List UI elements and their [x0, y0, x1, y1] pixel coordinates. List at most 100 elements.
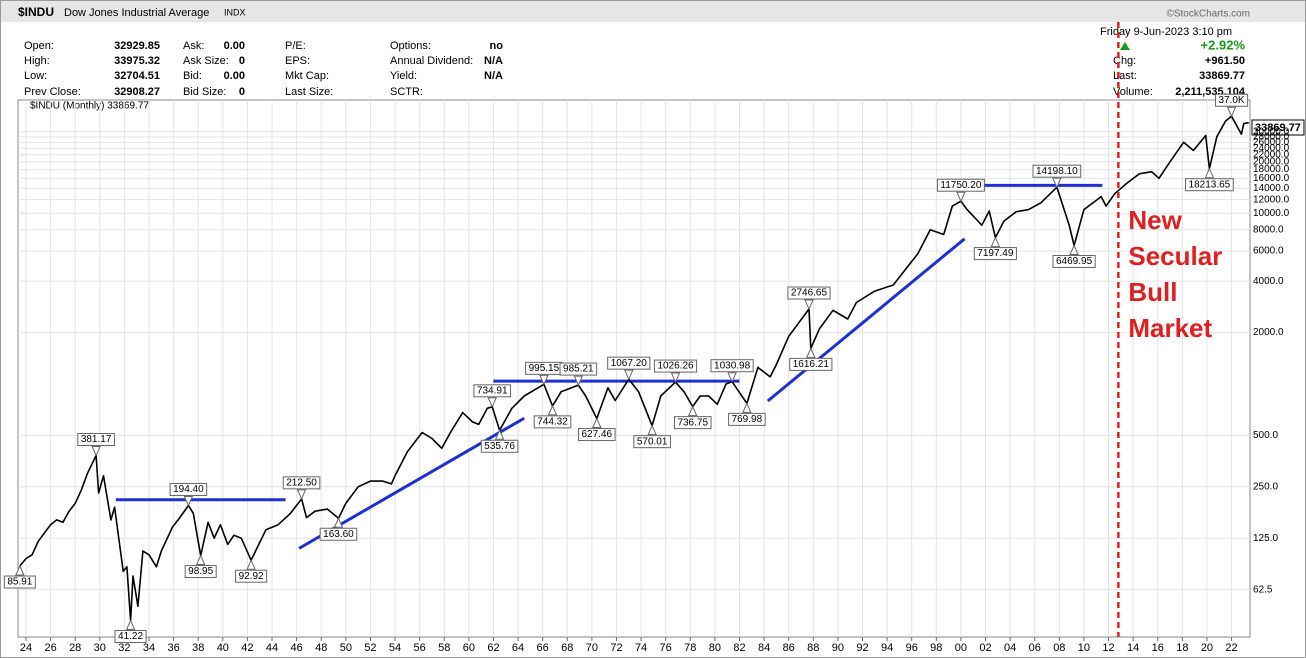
label-box	[653, 359, 698, 373]
y-tick-label: 6000.0	[1253, 246, 1284, 257]
label-box	[1214, 93, 1249, 107]
label-box	[169, 482, 208, 496]
price-label: 570.01	[637, 436, 668, 447]
label-pointer	[539, 374, 549, 386]
quote-value: no	[490, 40, 504, 52]
plot-area	[17, 99, 1251, 638]
last-tag-box	[1251, 119, 1305, 136]
label-pointer	[806, 347, 816, 358]
quote-label: Last:	[1113, 70, 1137, 82]
annotation: Market	[1128, 313, 1212, 343]
label-box	[936, 178, 985, 192]
quote-date: Friday 9-Jun-2023 3:10 pm	[1100, 26, 1232, 38]
label-pointer	[804, 299, 814, 311]
x-tick-label: 58	[438, 642, 450, 654]
label-box	[282, 476, 321, 490]
price-label: 6469.95	[1056, 256, 1093, 267]
label-box	[1185, 178, 1234, 192]
price-label: 1067.20	[611, 358, 648, 369]
x-tick-label: 84	[758, 642, 770, 654]
y-tick-label: 12000.0	[1253, 194, 1290, 205]
x-tick-label: 82	[733, 642, 745, 654]
x-tick-label: 28	[69, 642, 81, 654]
price-label: 736.75	[677, 417, 708, 428]
y-tick-label: 62.5	[1253, 584, 1273, 595]
x-tick-label: 60	[463, 642, 475, 654]
price-label: 769.98	[732, 414, 763, 425]
label-box	[710, 359, 754, 373]
label-pointer	[687, 405, 698, 417]
y-tick-label: 500.0	[1253, 430, 1278, 441]
label-pointer	[742, 402, 752, 413]
x-tick-label: 66	[537, 642, 549, 654]
label-box	[533, 415, 572, 429]
x-tick-label: 14	[1127, 642, 1139, 654]
y-tick-label: 22000.0	[1253, 149, 1290, 160]
price-label: 995.15	[529, 363, 560, 374]
label-box	[789, 357, 833, 371]
x-tick-label: 46	[291, 642, 303, 654]
price-label: 163.60	[323, 529, 354, 540]
quote-label: SCTR:	[390, 86, 423, 98]
quote-label: Volume:	[1113, 86, 1153, 98]
x-tick-label: 30	[94, 642, 106, 654]
y-tick-label: 14000.0	[1253, 183, 1290, 194]
up-arrow	[1120, 42, 1130, 50]
label-box	[480, 439, 519, 453]
y-tick-label: 4000.0	[1253, 276, 1284, 287]
y-tick-label: 18000.0	[1253, 164, 1290, 175]
annotation: Secular	[1128, 241, 1222, 271]
last-tag: 33869.77	[1255, 122, 1301, 134]
label-box	[973, 247, 1017, 261]
price-label: 37.0K	[1218, 95, 1244, 106]
price-label: 212.50	[286, 477, 317, 488]
quote-label: EPS:	[285, 55, 310, 67]
price-label: 11750.20	[940, 180, 981, 191]
label-pointer	[547, 404, 558, 416]
instrument-name: Dow Jones Industrial Average	[64, 7, 209, 19]
price-label: 85.91	[7, 577, 32, 588]
x-tick-label: 40	[217, 642, 229, 654]
x-tick-label: 12	[1102, 642, 1114, 654]
x-tick-label: 76	[660, 642, 672, 654]
quote-value: N/A	[484, 70, 503, 82]
quote-label: Bid Size:	[183, 86, 226, 98]
x-tick-label: 70	[586, 642, 598, 654]
annotation: Bull	[1128, 277, 1177, 307]
x-tick-label: 22	[1225, 642, 1237, 654]
label-pointer	[1204, 167, 1215, 179]
x-tick-label: 72	[610, 642, 622, 654]
quote-table: Open: 32929.85 High: 33975.32 Low: 32704.51 Pr…	[24, 40, 1246, 98]
quote-value: +961.50	[1205, 55, 1245, 67]
x-tick-label: 26	[44, 642, 56, 654]
price-label: 18213.65	[1189, 179, 1231, 190]
plot: 24 26 28 30 32 34 36 38 40 42 44 46 48 50 52 54 56 58 60 62…	[3, 22, 1290, 654]
x-tick-label: 68	[561, 642, 573, 654]
price-label: 734.91	[477, 385, 508, 396]
x-tick-label: 32	[118, 642, 130, 654]
quote-value: N/A	[484, 55, 503, 67]
quote-value: 32704.51	[114, 70, 160, 82]
y-tick-label: 8000.0	[1253, 224, 1284, 235]
price-label: 1026.26	[657, 361, 694, 372]
y-tick-label: 28000.0	[1253, 131, 1290, 142]
label-box	[319, 527, 358, 541]
quote-value: 0	[239, 86, 245, 98]
quote-label: Low:	[24, 70, 47, 82]
price-label: 14198.10	[1036, 166, 1078, 177]
x-tick-label: 08	[1053, 642, 1065, 654]
x-tick-label: 06	[1029, 642, 1041, 654]
label-pointer	[487, 397, 497, 409]
y-tick-label: 24000.0	[1253, 143, 1290, 154]
price-label: 1616.21	[793, 359, 830, 370]
quote-label: Ask:	[183, 40, 204, 52]
price-label: 2746.65	[791, 288, 828, 299]
x-tick-label: 48	[315, 642, 327, 654]
label-pointer	[624, 369, 634, 381]
label-pointer	[670, 372, 681, 384]
label-box	[473, 384, 512, 398]
label-box	[607, 356, 651, 370]
label-pointer	[1226, 106, 1237, 118]
y-tick-label: 2000.0	[1253, 327, 1284, 338]
